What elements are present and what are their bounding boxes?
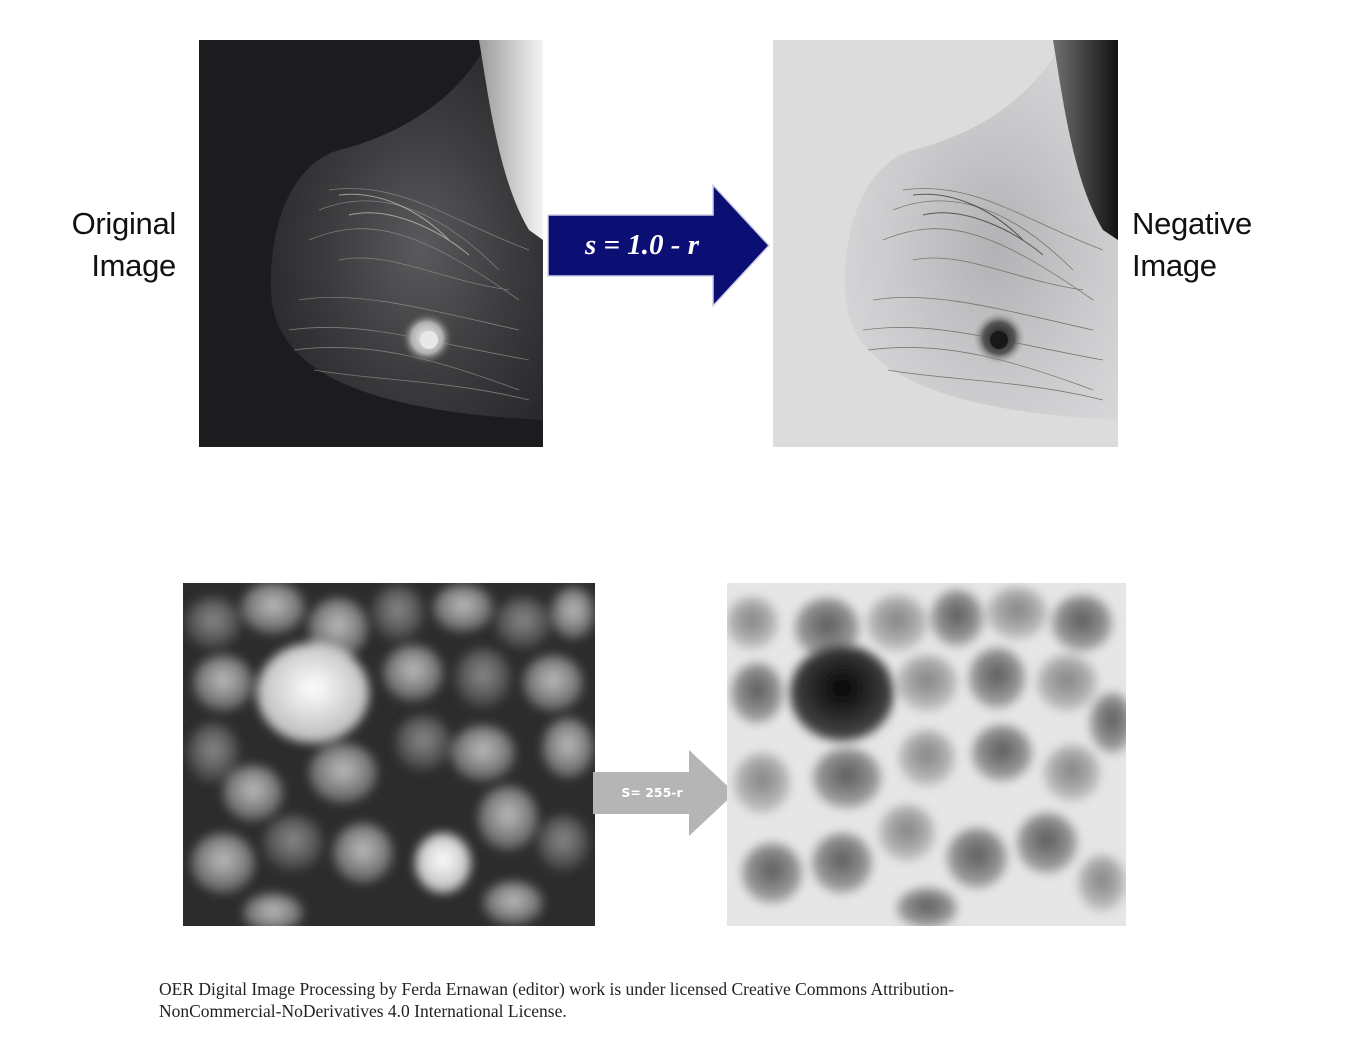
negative-transform-formula: s = 1.0 - r <box>584 229 699 261</box>
license-caption: OER Digital Image Processing by Ferda Er… <box>159 978 1159 1022</box>
original-label-line-1: Original <box>71 206 177 241</box>
negative-cell-image <box>727 583 1126 926</box>
license-line-1: OER Digital Image Processing by Ferda Er… <box>159 979 955 999</box>
gray-transform-arrow <box>593 750 735 836</box>
original-cell-image <box>183 583 595 926</box>
negative-label-line-2: Image <box>1132 248 1217 283</box>
transform-arrow <box>547 184 771 307</box>
original-image-label: Original Image <box>58 203 177 287</box>
original-label-line-2: Image <box>91 248 176 283</box>
negative-image-label: Negative Image <box>1132 203 1272 287</box>
original-mammogram-image <box>199 40 543 447</box>
gray-transform-formula: S= 255-r <box>621 785 683 800</box>
negative-mammogram-image <box>773 40 1118 447</box>
license-line-2: NonCommercial-NoDerivatives 4.0 Internat… <box>159 1001 567 1021</box>
negative-label-line-1: Negative <box>1132 206 1252 241</box>
